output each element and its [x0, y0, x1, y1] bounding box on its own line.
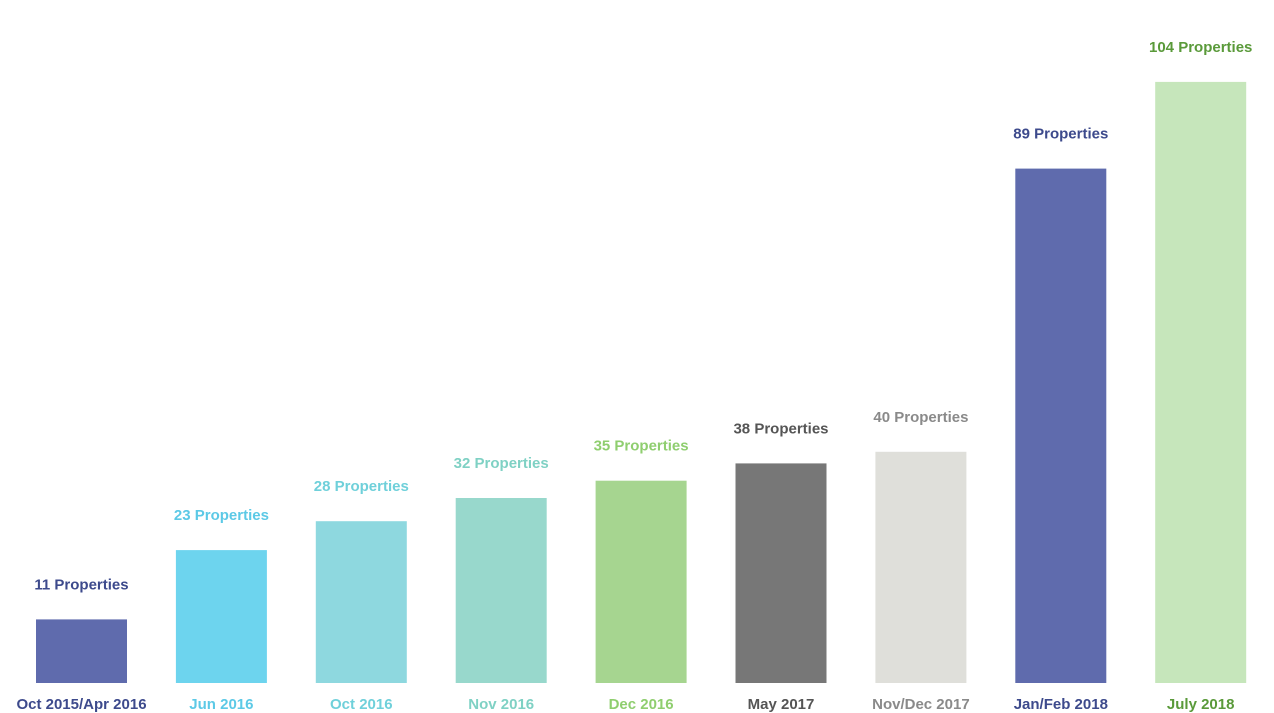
bar-8 — [1015, 168, 1107, 684]
bar-value-label-5: 35 Properties — [594, 438, 689, 455]
bar-2 — [175, 550, 267, 683]
bar-value-label-9: 104 Properties — [1149, 39, 1252, 56]
category-label-8: Jan/Feb 2018 — [1014, 696, 1108, 713]
category-label-6: May 2017 — [748, 696, 815, 713]
bar-value-label-7: 40 Properties — [873, 409, 968, 426]
bar-value-label-1: 11 Properties — [34, 576, 128, 593]
bar-9 — [1155, 81, 1247, 683]
category-label-2: Jun 2016 — [189, 696, 253, 713]
category-label-4: Nov 2016 — [468, 696, 534, 713]
bar-4 — [455, 498, 547, 683]
bar-value-label-2: 23 Properties — [174, 507, 269, 524]
bar-value-label-8: 89 Properties — [1013, 126, 1108, 143]
category-label-9: July 2018 — [1167, 696, 1235, 713]
category-label-7: Nov/Dec 2017 — [872, 696, 970, 713]
category-labels-group: Oct 2015/Apr 2016 Jun 2016 Oct 2016 Nov 201… — [16, 696, 1234, 713]
bars-group — [36, 81, 1247, 684]
category-label-1: Oct 2015/Apr 2016 — [16, 696, 146, 713]
bar-7 — [875, 451, 967, 683]
bar-5 — [595, 480, 687, 683]
bar-value-label-6: 38 Properties — [733, 420, 828, 437]
bar-value-label-4: 32 Properties — [454, 455, 549, 472]
bar-1 — [36, 619, 127, 683]
category-label-5: Dec 2016 — [609, 696, 674, 713]
bar-6 — [735, 463, 827, 683]
category-label-3: Oct 2016 — [330, 696, 393, 713]
bar-3 — [315, 521, 407, 683]
value-labels-group: 11 Properties 23 Properties 28 Properties 3… — [34, 39, 1252, 594]
bar-value-label-3: 28 Properties — [314, 478, 409, 495]
